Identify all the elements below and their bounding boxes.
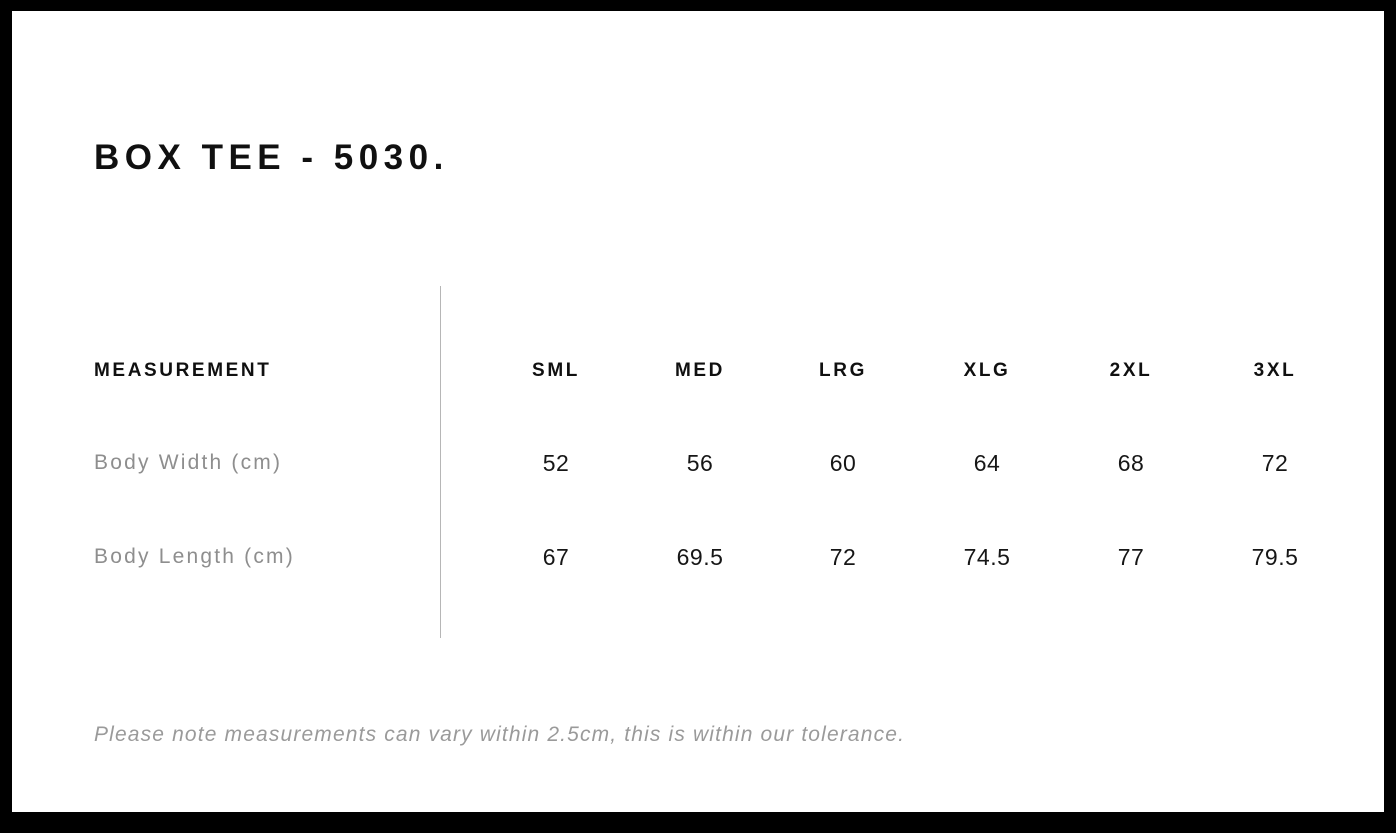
cell-body-width-2xl: 68 xyxy=(1117,450,1145,476)
table-header-row: MEASUREMENT SML MED LRG XLG 2XL 3XL xyxy=(12,351,1384,391)
column-header-2xl: 2XL xyxy=(1109,360,1153,381)
column-header-xlg: XLG xyxy=(963,360,1011,381)
cell-body-width-sml: 52 xyxy=(542,450,570,476)
column-header-med: MED xyxy=(674,360,726,381)
cell-body-length-sml: 67 xyxy=(542,544,570,570)
cell-body-width-lrg: 60 xyxy=(829,450,857,476)
cell-body-length-xlg: 74.5 xyxy=(963,544,1011,570)
tolerance-note: Please note measurements can vary within… xyxy=(94,723,906,746)
page-title: BOX TEE - 5030. xyxy=(94,138,449,178)
row-label-body-length: Body Length (cm) xyxy=(94,545,295,568)
size-chart-card: BOX TEE - 5030. MEASUREMENT SML MED LRG … xyxy=(12,11,1384,812)
column-header-3xl: 3XL xyxy=(1253,360,1297,381)
table-column-divider xyxy=(440,286,441,638)
cell-body-length-2xl: 77 xyxy=(1117,544,1145,570)
column-header-lrg: LRG xyxy=(819,360,867,381)
table-row: Body Width (cm) 52 56 60 64 68 72 xyxy=(12,443,1384,483)
cell-body-length-med: 69.5 xyxy=(676,544,724,570)
column-header-measurement: MEASUREMENT xyxy=(94,360,272,381)
table-row: Body Length (cm) 67 69.5 72 74.5 77 79.5 xyxy=(12,537,1384,577)
column-header-sml: SML xyxy=(532,360,580,381)
cell-body-width-3xl: 72 xyxy=(1261,450,1289,476)
cell-body-width-xlg: 64 xyxy=(973,450,1001,476)
row-label-body-width: Body Width (cm) xyxy=(94,451,283,474)
cell-body-width-med: 56 xyxy=(686,450,714,476)
cell-body-length-3xl: 79.5 xyxy=(1251,544,1299,570)
cell-body-length-lrg: 72 xyxy=(829,544,857,570)
